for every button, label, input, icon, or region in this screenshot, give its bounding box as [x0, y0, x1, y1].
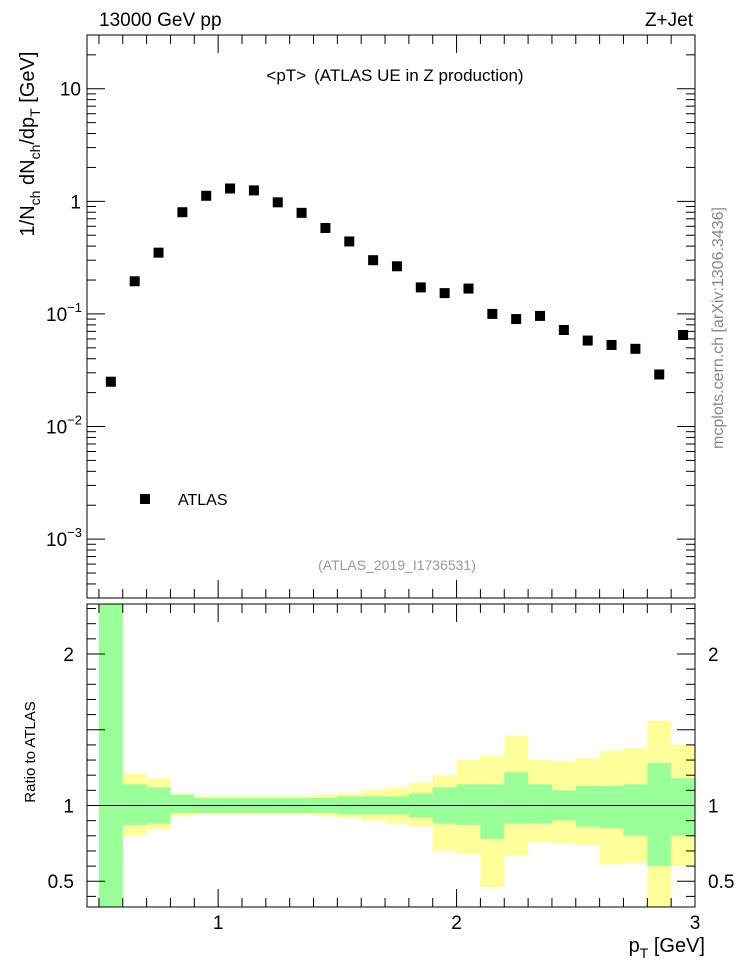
data-point-marker [415, 282, 426, 293]
ratio-y-tick-label-left: 1 [63, 796, 74, 817]
ratio-plot-panel: 0.5 0.5 1 1 2 2 1 2 3 Ratio to ATLAS pT [GeV] [22, 603, 734, 961]
ratio-band-segment [528, 784, 552, 824]
data-point-marker [558, 324, 569, 335]
data-point-marker [463, 283, 474, 294]
ratio-y-tick-label-right: 1 [708, 796, 719, 817]
xlabel-unit: [GeV] [648, 935, 705, 957]
header-left-label: 13000 GeV pp [99, 10, 222, 31]
ylabel-mid2: /dp [17, 117, 39, 145]
data-point-marker [606, 339, 617, 350]
data-point-marker [630, 343, 641, 354]
data-point-marker [272, 197, 283, 208]
ylabel-sub2: ch [27, 145, 43, 160]
data-point-marker [296, 207, 307, 218]
data-point-marker [535, 310, 546, 321]
ratio-y-tick-label-right: 0.5 [708, 872, 734, 893]
data-point-marker [129, 276, 140, 287]
ylabel-mid: dN [17, 159, 39, 190]
data-point-marker [582, 335, 593, 346]
main-axis-ticks: 10 1 10−1 10−2 10−3 [46, 34, 696, 599]
ratio-band-segment [575, 785, 600, 827]
ratio-band-segment [98, 604, 123, 907]
ratio-band-segment [504, 772, 529, 824]
data-markers [105, 183, 689, 387]
ratio-y-tick-label-left: 2 [63, 645, 74, 666]
ratio-band-segment [647, 763, 672, 867]
analysis-id-label: (ATLAS_2019_I1736531) [318, 557, 476, 573]
data-point-marker [439, 288, 450, 299]
x-axis-label: pT [GeV] [629, 935, 705, 961]
y-axis-label: 1/Nch dNch/dpT [GeV] [17, 52, 43, 237]
xlabel-sub: T [640, 945, 649, 961]
header-right-label: Z+Jet [645, 10, 694, 31]
watermark-text: mcplots.cern.ch [arXiv:1306.3436] [710, 207, 727, 449]
x-tick-label: 2 [451, 913, 462, 934]
data-point-marker [678, 329, 689, 340]
ratio-plot-frame [86, 603, 696, 908]
main-plot-panel: 10 1 10−1 10−2 10−3 <pT> (ATLAS UE in Z produ… [17, 34, 696, 599]
main-y-tick-label: 10−1 [46, 300, 82, 326]
ylabel-unit: [GeV] [17, 52, 39, 109]
ratio-band-segment [671, 778, 695, 836]
plot-title-subtitle: (ATLAS UE in Z production) [314, 66, 523, 85]
main-y-tick-label: 10−2 [46, 413, 82, 439]
ylabel-base: 1/N [17, 205, 39, 236]
xlabel-base: p [629, 935, 640, 957]
data-point-marker [225, 183, 236, 194]
ratio-y-axis-label: Ratio to ATLAS [22, 701, 39, 802]
ratio-band-segment [122, 784, 147, 826]
ratio-y-tick-label-right: 2 [708, 645, 719, 666]
ratio-band-segment [623, 784, 648, 836]
x-tick-label: 1 [213, 913, 224, 934]
data-point-marker [201, 190, 212, 201]
main-y-tick-label: 10−3 [46, 525, 82, 551]
ratio-band-segment [456, 784, 481, 826]
data-point-marker [344, 236, 355, 247]
data-point-marker [320, 222, 331, 233]
ratio-band-segment [170, 794, 195, 814]
data-point-marker [391, 261, 402, 272]
plot-title-main: <pT> [266, 66, 306, 85]
data-point-marker [368, 255, 379, 266]
plot-title: <pT> (ATLAS UE in Z production) [266, 66, 523, 85]
data-point-marker [105, 376, 116, 387]
ylabel-sub1: ch [27, 191, 43, 206]
ylabel-sub3: T [27, 108, 43, 117]
legend-label-atlas: ATLAS [178, 492, 228, 509]
main-y-tick-label: 1 [70, 192, 81, 213]
x-tick-label: 3 [690, 913, 701, 934]
legend-marker [140, 494, 150, 504]
ratio-axis-ticks: 0.5 0.5 1 1 2 2 1 2 3 [48, 604, 734, 934]
ratio-band-segment [480, 784, 505, 839]
data-point-marker [511, 314, 522, 325]
data-point-marker [248, 185, 259, 196]
data-point-marker [654, 369, 665, 380]
data-point-marker [153, 247, 164, 258]
ratio-uncertainty-bands [98, 604, 695, 907]
ratio-band-segment [599, 785, 624, 829]
ratio-y-tick-label-left: 0.5 [48, 872, 74, 893]
main-y-tick-label: 10 [60, 80, 81, 101]
data-point-marker [487, 308, 498, 319]
data-point-marker [177, 207, 188, 218]
main-plot-frame [86, 34, 696, 599]
